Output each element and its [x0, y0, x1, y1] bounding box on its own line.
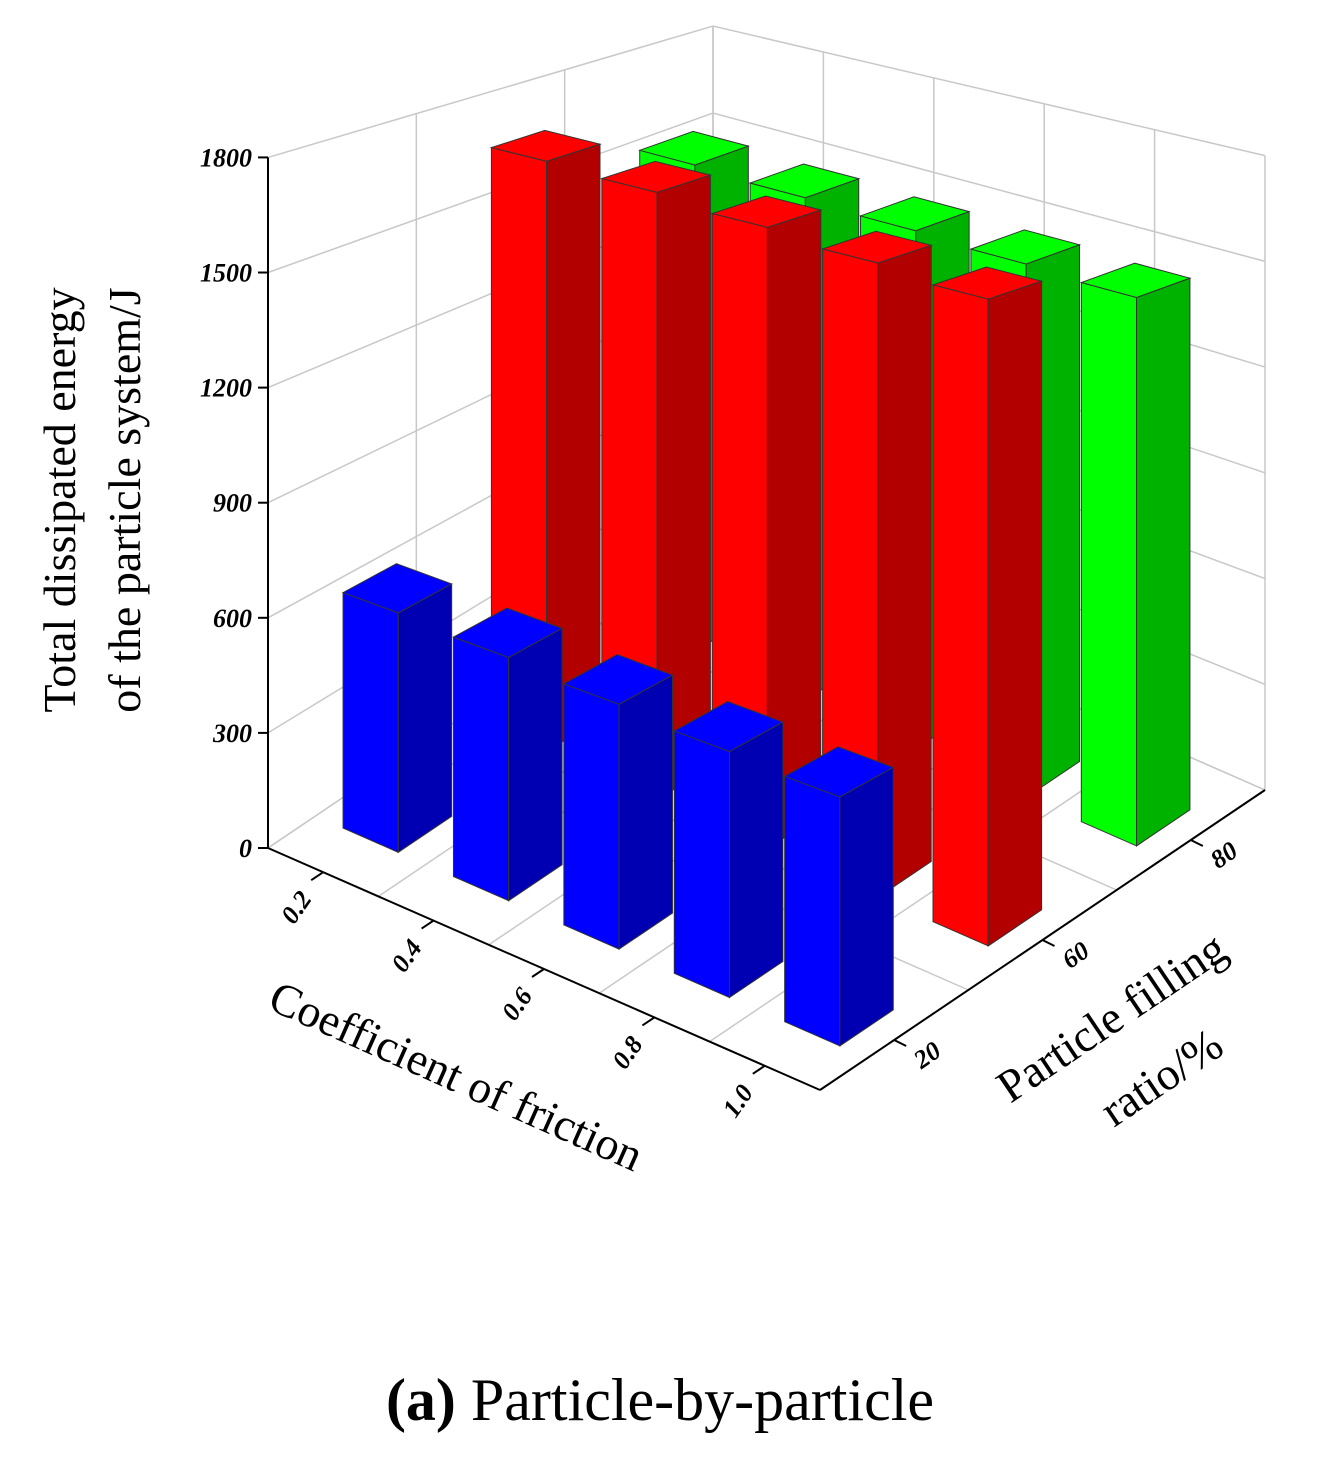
bar	[341, 563, 453, 854]
bar	[820, 230, 933, 899]
y-axis-title: of the particle system/J	[99, 287, 150, 712]
z-tick-label: 20	[908, 1036, 947, 1075]
bar	[673, 700, 785, 999]
bar-front	[452, 636, 510, 902]
bar-side	[618, 674, 673, 951]
bar-front	[342, 591, 399, 854]
bar-top	[748, 163, 861, 199]
bar-front	[673, 730, 730, 999]
x-tick-label: 0.6	[496, 982, 538, 1025]
bar	[489, 129, 602, 754]
bar-side	[839, 766, 894, 1047]
bar-top	[599, 160, 713, 193]
bar-side	[728, 721, 784, 999]
y-tick-label: 300	[212, 719, 252, 748]
bar-top	[673, 700, 785, 753]
y-tick-label: 1200	[200, 374, 252, 403]
x-tick	[641, 1016, 655, 1027]
bar-top	[931, 266, 1044, 300]
caption-text: Particle-by-particle	[471, 1367, 934, 1433]
bar-top	[783, 746, 895, 798]
x-tick-label: 0.4	[385, 934, 427, 977]
bar-top	[489, 129, 602, 162]
bar-side	[1136, 277, 1191, 847]
bar-top	[638, 130, 751, 166]
y-tick-label: 1500	[200, 259, 252, 288]
x-tick	[421, 919, 435, 930]
y-tick-label: 900	[213, 489, 252, 518]
y-tick-label: 1800	[200, 143, 252, 172]
bar-top	[969, 229, 1082, 265]
y-tick-label: 0	[239, 834, 252, 863]
z-tick	[893, 1039, 907, 1047]
grid-line	[712, 112, 1266, 263]
x-tick-label: 1.0	[717, 1079, 759, 1122]
z-tick-label: 60	[1057, 936, 1095, 975]
bar	[783, 746, 895, 1047]
bar-top	[341, 563, 453, 614]
bar-side	[397, 583, 453, 854]
caption: (a) Particle-by-particle	[386, 1367, 934, 1433]
bar	[599, 160, 713, 802]
bar	[931, 266, 1044, 947]
y-tick-label: 600	[213, 604, 252, 633]
x-tick	[752, 1064, 766, 1075]
bar-front	[784, 775, 841, 1047]
x-axis-title: Coefficient of friction	[262, 971, 651, 1181]
bar	[562, 654, 674, 951]
bar	[452, 607, 564, 902]
grid-line	[712, 25, 1266, 157]
y-axis-title: Total dissipated energy	[34, 287, 85, 712]
bar-top	[562, 654, 674, 705]
floor-grid	[709, 740, 1156, 1043]
caption-label: (a)	[386, 1367, 456, 1433]
bar-front	[932, 284, 989, 947]
bar-top	[858, 196, 971, 232]
bar	[710, 195, 823, 851]
grid-line	[267, 25, 714, 159]
bar-side	[508, 627, 563, 902]
bar-top	[820, 230, 933, 264]
bar	[1079, 262, 1192, 847]
x-tick	[310, 871, 324, 882]
bar-side	[987, 280, 1043, 947]
bar-front	[1080, 281, 1138, 847]
bar-front	[563, 683, 620, 950]
z-tick	[1190, 839, 1204, 847]
x-tick-label: 0.8	[606, 1031, 648, 1074]
x-tick-label: 0.2	[275, 886, 317, 929]
bar-top	[452, 607, 564, 659]
grid-line	[267, 112, 714, 274]
bar-top	[1079, 262, 1192, 299]
x-tick	[531, 968, 545, 978]
bar-top	[710, 195, 823, 228]
z-tick	[1042, 939, 1055, 947]
z-tick-label: 80	[1205, 836, 1243, 875]
